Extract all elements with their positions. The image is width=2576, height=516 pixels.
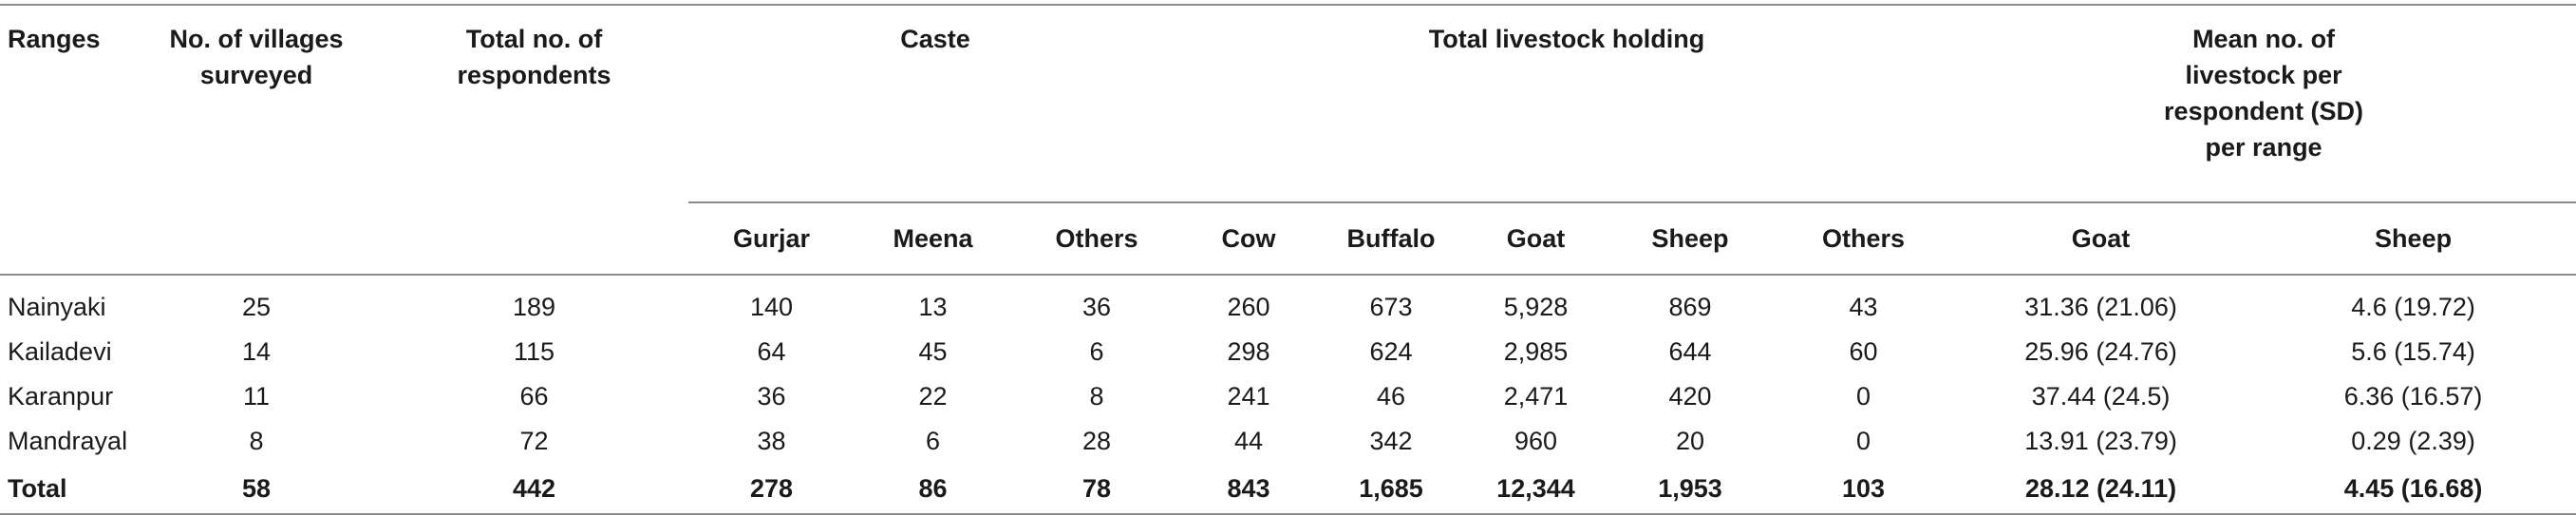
table-row: Kailadevi 14 115 64 45 6 298 624 2,985 6… bbox=[0, 330, 2576, 374]
cell-total-label: Total bbox=[0, 464, 133, 515]
cell-respondents: 115 bbox=[513, 337, 555, 366]
cell-total-cow: 843 bbox=[1182, 464, 1315, 515]
header-villages-text: No. of villages surveyed bbox=[169, 25, 344, 89]
cell-cow: 260 bbox=[1227, 293, 1270, 321]
header-meena: Meena bbox=[855, 201, 1011, 275]
cell-buffalo: 342 bbox=[1369, 427, 1413, 455]
cell-mean-sheep: 5.6 (15.74) bbox=[2351, 337, 2475, 366]
header-row-sub: Gurjar Meena Others Cow Buffalo Goat She… bbox=[0, 201, 2576, 275]
table-row: Mandrayal 8 72 38 6 28 44 342 960 20 0 1… bbox=[0, 419, 2576, 464]
header-livestock-others: Others bbox=[1776, 201, 1952, 275]
header-cow: Cow bbox=[1182, 201, 1315, 275]
cell-respondents: 72 bbox=[519, 427, 549, 455]
table-top-rule bbox=[0, 4, 2576, 6]
header-respondents-text: Total no. of respondents bbox=[457, 25, 611, 89]
cell-gurjar: 64 bbox=[757, 337, 786, 366]
cell-range: Nainyaki bbox=[8, 293, 106, 321]
header-gurjar: Gurjar bbox=[688, 201, 855, 275]
cell-meena: 22 bbox=[918, 382, 948, 411]
cell-total-mean-sheep: 4.45 (16.68) bbox=[2250, 464, 2576, 515]
cell-goat: 5,928 bbox=[1503, 293, 1569, 321]
cell-buffalo: 673 bbox=[1369, 293, 1413, 321]
cell-total-buffalo: 1,685 bbox=[1315, 464, 1467, 515]
cell-caste-others: 28 bbox=[1081, 427, 1112, 455]
total-row: Total 58 442 278 86 78 843 1,685 12,344 … bbox=[0, 464, 2576, 515]
header-ranges: Ranges bbox=[8, 25, 101, 53]
cell-respondents: 189 bbox=[512, 293, 556, 321]
header-mean-goat: Goat bbox=[1951, 201, 2251, 275]
cell-total-villages: 58 bbox=[133, 464, 380, 515]
cell-total-mean-goat: 28.12 (24.11) bbox=[1951, 464, 2251, 515]
header-row-top: Ranges No. of villages surveyed Total no… bbox=[0, 4, 2576, 202]
cell-sheep: 20 bbox=[1675, 427, 1705, 455]
cell-cow: 44 bbox=[1233, 427, 1264, 455]
cell-gurjar: 38 bbox=[757, 427, 786, 455]
cell-total-caste-others: 78 bbox=[1011, 464, 1182, 515]
livestock-table: Ranges No. of villages surveyed Total no… bbox=[0, 4, 2576, 515]
cell-mean-goat: 31.36 (21.06) bbox=[2024, 293, 2177, 321]
cell-villages: 14 bbox=[241, 337, 272, 366]
cell-goat: 2,985 bbox=[1503, 337, 1569, 366]
cell-mean-sheep: 0.29 (2.39) bbox=[2351, 427, 2475, 455]
cell-mean-sheep: 4.6 (19.72) bbox=[2351, 293, 2475, 321]
cell-buffalo: 624 bbox=[1369, 337, 1413, 366]
cell-sheep: 644 bbox=[1668, 337, 1712, 366]
cell-villages: 25 bbox=[241, 293, 272, 321]
cell-sheep: 869 bbox=[1668, 293, 1712, 321]
header-villages: No. of villages surveyed bbox=[133, 4, 380, 275]
header-goat: Goat bbox=[1467, 201, 1605, 275]
cell-meena: 6 bbox=[925, 427, 941, 455]
cell-total-sheep: 1,953 bbox=[1605, 464, 1776, 515]
header-caste: Caste bbox=[900, 25, 970, 53]
cell-goat: 2,471 bbox=[1503, 382, 1569, 411]
header-mean-sheep: Sheep bbox=[2250, 201, 2576, 275]
cell-livestock-others: 0 bbox=[1856, 382, 1871, 411]
header-livestock: Total livestock holding bbox=[1428, 25, 1705, 53]
cell-range: Mandrayal bbox=[8, 427, 128, 455]
cell-sheep: 420 bbox=[1668, 382, 1712, 411]
cell-meena: 13 bbox=[918, 293, 948, 321]
cell-villages: 11 bbox=[242, 382, 271, 411]
cell-range: Karanpur bbox=[8, 382, 114, 411]
cell-gurjar: 140 bbox=[749, 293, 794, 321]
cell-mean-goat: 37.44 (24.5) bbox=[2031, 382, 2171, 411]
cell-total-gurjar: 278 bbox=[688, 464, 855, 515]
cell-buffalo: 46 bbox=[1376, 382, 1406, 411]
cell-total-respondents: 442 bbox=[380, 464, 688, 515]
cell-livestock-others: 60 bbox=[1849, 337, 1878, 366]
cell-livestock-others: 0 bbox=[1856, 427, 1871, 455]
cell-respondents: 66 bbox=[519, 382, 549, 411]
cell-total-livestock-others: 103 bbox=[1776, 464, 1952, 515]
header-sheep: Sheep bbox=[1605, 201, 1776, 275]
cell-total-goat: 12,344 bbox=[1467, 464, 1605, 515]
cell-caste-others: 6 bbox=[1089, 337, 1104, 366]
cell-caste-others: 8 bbox=[1089, 382, 1104, 411]
cell-livestock-others: 43 bbox=[1849, 293, 1878, 321]
cell-gurjar: 36 bbox=[757, 382, 786, 411]
header-mean: Mean no. of livestock per respondent (SD… bbox=[1951, 4, 2576, 202]
cell-meena: 45 bbox=[918, 337, 948, 366]
cell-goat: 960 bbox=[1514, 427, 1558, 455]
cell-mean-sheep: 6.36 (16.57) bbox=[2343, 382, 2483, 411]
header-buffalo: Buffalo bbox=[1315, 201, 1467, 275]
cell-mean-goat: 13.91 (23.79) bbox=[2024, 427, 2177, 455]
cell-villages: 8 bbox=[249, 427, 264, 455]
header-caste-others: Others bbox=[1011, 201, 1182, 275]
header-respondents: Total no. of respondents bbox=[380, 4, 688, 275]
cell-cow: 241 bbox=[1227, 382, 1270, 411]
cell-cow: 298 bbox=[1227, 337, 1270, 366]
table-row: Karanpur 11 66 36 22 8 241 46 2,471 420 … bbox=[0, 374, 2576, 419]
cell-mean-goat: 25.96 (24.76) bbox=[2024, 337, 2177, 366]
table-row: Nainyaki 25 189 140 13 36 260 673 5,928 … bbox=[0, 275, 2576, 330]
header-mean-text: Mean no. of livestock per respondent (SD… bbox=[2164, 25, 2364, 162]
cell-total-meena: 86 bbox=[855, 464, 1011, 515]
cell-range: Kailadevi bbox=[8, 337, 112, 366]
cell-caste-others: 36 bbox=[1081, 293, 1112, 321]
